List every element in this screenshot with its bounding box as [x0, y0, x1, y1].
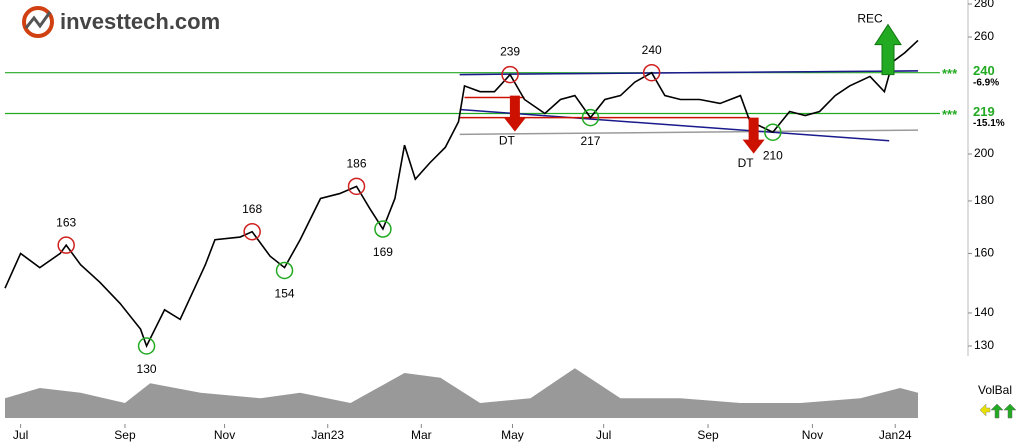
signal-arrow: [874, 23, 902, 76]
x-tick-label: Sep: [697, 428, 719, 442]
x-tick-label: Sep: [114, 428, 136, 442]
extreme-label: 240: [642, 43, 662, 57]
y-tick-label: 130: [974, 338, 994, 352]
extreme-marker: [374, 220, 392, 238]
extreme-label: 154: [275, 287, 295, 301]
y-tick-label: 160: [974, 246, 994, 260]
signal-label: REC: [857, 12, 883, 26]
x-tick-label: Nov: [214, 428, 235, 442]
brand: investtech.com: [60, 9, 220, 34]
y-tick-label: 280: [974, 0, 994, 10]
volume-balance-label: VolBal: [978, 383, 1012, 397]
signal-arrow: [742, 117, 765, 154]
signal-arrow: [503, 95, 526, 132]
level-label: 240: [973, 63, 995, 78]
extreme-label: 130: [137, 362, 157, 376]
level-label: 219: [973, 104, 995, 119]
icon: [979, 403, 991, 417]
extreme-marker: [347, 177, 366, 196]
extreme-marker: [243, 222, 261, 241]
y-tick-label: 140: [974, 305, 994, 319]
extreme-label: 239: [500, 45, 520, 59]
extreme-marker: [642, 63, 661, 82]
extreme-marker: [137, 337, 156, 355]
trend-line: [459, 70, 919, 76]
extreme-marker: [501, 65, 519, 84]
level-change: -6.9%: [973, 77, 999, 88]
extreme-label: 217: [580, 134, 600, 148]
y-tick-label: 260: [974, 29, 994, 43]
trend-line: [459, 129, 919, 136]
logo-icon: [24, 11, 52, 29]
x-tick-label: Nov: [802, 428, 823, 442]
y-tick-label: 180: [974, 193, 994, 207]
level-mark: ***: [942, 107, 958, 122]
signal-label: DT: [499, 134, 516, 148]
extreme-label: 210: [763, 148, 783, 162]
signal-label: DT: [738, 156, 755, 170]
x-tick-label: Mar: [411, 428, 432, 442]
trend-line: [459, 108, 890, 142]
extreme-label: 186: [347, 157, 367, 171]
legend-icons: [979, 403, 1017, 419]
x-tick-label: May: [501, 428, 524, 442]
extreme-marker: [581, 108, 600, 127]
price-line: [4, 39, 919, 349]
y-tick-label: 200: [974, 146, 994, 160]
extreme-label: 168: [242, 202, 262, 216]
extreme-label: 163: [56, 215, 76, 229]
x-tick-label: Jan24: [879, 428, 912, 442]
volume-balance-area: [5, 368, 918, 418]
extreme-marker: [57, 236, 75, 254]
extreme-label: 169: [373, 245, 393, 259]
logo: investtech.com: [22, 6, 220, 38]
level-mark: ***: [942, 66, 958, 81]
extreme-marker: [275, 261, 294, 280]
x-tick-label: Jul: [13, 428, 28, 442]
x-tick-label: Jan23: [311, 428, 344, 442]
x-tick-label: Jul: [596, 428, 611, 442]
logo-icon: [22, 6, 54, 38]
icon: [990, 403, 1004, 419]
icon: [1003, 403, 1017, 419]
extreme-marker: [764, 123, 782, 141]
level-change: -15.1%: [973, 118, 1005, 129]
